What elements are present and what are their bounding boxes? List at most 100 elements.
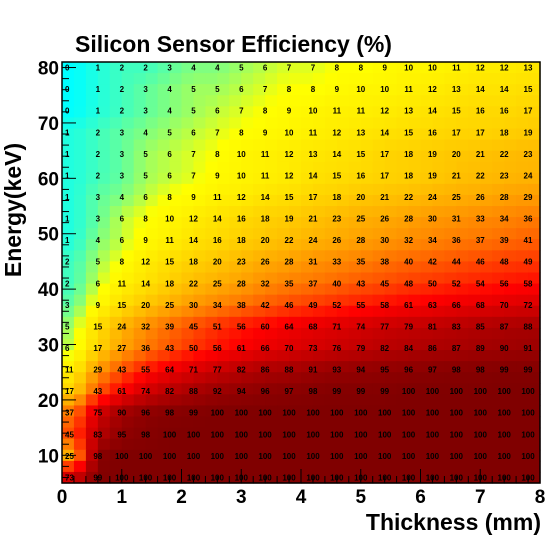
heatmap-cell	[217, 172, 230, 185]
heatmap-cell	[133, 372, 147, 384]
heatmap-cell	[492, 84, 505, 96]
cell-value-label: 14	[380, 128, 389, 137]
heatmap-cell	[109, 183, 123, 196]
cell-value-label: 2	[96, 150, 101, 159]
heatmap-cell	[109, 460, 123, 473]
heatmap-cell	[133, 350, 147, 362]
heatmap-cell	[277, 394, 290, 407]
cell-value-label: 100	[521, 430, 535, 439]
cell-value-label: 13	[309, 150, 318, 159]
heatmap-cell	[396, 73, 410, 85]
heatmap-cell	[396, 338, 410, 351]
heatmap-cell	[205, 338, 218, 351]
heatmap-cell	[432, 228, 445, 240]
heatmap-cell	[169, 416, 183, 429]
heatmap-cell	[289, 316, 302, 329]
heatmap-cell	[133, 471, 147, 484]
heatmap-cell	[253, 283, 266, 296]
heatmap-cell	[432, 62, 445, 74]
heatmap-cell	[109, 405, 123, 418]
heatmap-cell	[480, 438, 493, 451]
heatmap-cell	[229, 239, 242, 251]
heatmap-cell	[85, 327, 99, 340]
heatmap-cell	[528, 128, 541, 141]
heatmap-cell	[169, 327, 183, 340]
heatmap-cell	[193, 438, 206, 451]
heatmap-cell	[193, 449, 206, 462]
cell-value-label: 15	[332, 171, 341, 180]
cell-value-label: 20	[452, 150, 461, 159]
heatmap-cell	[468, 73, 481, 85]
heatmap-cell	[205, 172, 218, 185]
heatmap-cell	[181, 471, 195, 484]
cell-value-label: 21	[309, 215, 318, 224]
heatmap-cell	[109, 128, 123, 141]
heatmap-cell	[265, 106, 278, 118]
heatmap-cell	[253, 316, 266, 329]
heatmap-cell	[432, 206, 445, 218]
heatmap-cell	[348, 261, 362, 274]
heatmap-cell	[492, 361, 505, 373]
heatmap-cell	[444, 338, 457, 351]
heatmap-cell	[348, 316, 362, 329]
cell-value-label: 77	[380, 322, 389, 331]
cell-value-label: 97	[285, 387, 294, 396]
y-tick-label: 30	[38, 336, 59, 357]
heatmap-cell	[229, 394, 242, 407]
heatmap-cell	[265, 372, 278, 384]
heatmap-cell	[301, 217, 314, 229]
heatmap-cell	[145, 73, 159, 85]
heatmap-cell	[241, 239, 254, 251]
cell-value-label: 8	[120, 258, 125, 267]
heatmap-cell	[229, 217, 242, 229]
heatmap-cell	[312, 150, 326, 163]
heatmap-cell	[109, 394, 123, 407]
heatmap-cell	[277, 172, 290, 185]
heatmap-cell	[324, 405, 338, 418]
cell-value-label: 100	[258, 409, 272, 418]
cell-value-label: 4	[120, 193, 125, 202]
heatmap-cell	[133, 73, 147, 85]
heatmap-cell	[492, 95, 505, 107]
heatmap-cell	[516, 338, 529, 351]
heatmap-cell	[492, 194, 505, 207]
heatmap-cell	[301, 73, 314, 85]
heatmap-cell	[277, 471, 290, 484]
heatmap-cell	[97, 150, 111, 163]
cell-value-label: 6	[96, 279, 101, 288]
heatmap-cell	[265, 327, 278, 340]
heatmap-cell	[504, 161, 517, 174]
cell-value-label: 89	[476, 344, 485, 353]
heatmap-cell	[253, 261, 266, 274]
heatmap-cell	[229, 261, 242, 274]
heatmap-cell	[229, 106, 242, 118]
heatmap-cell	[301, 316, 314, 329]
cell-value-label: 100	[498, 387, 512, 396]
cell-value-label: 61	[404, 301, 413, 310]
cell-value-label: 2	[65, 279, 70, 288]
heatmap-cell	[97, 250, 111, 263]
heatmap-cell	[432, 350, 445, 362]
heatmap-cell	[396, 183, 410, 196]
heatmap-cell	[97, 294, 111, 307]
heatmap-cell	[205, 305, 218, 318]
heatmap-cell	[336, 139, 350, 152]
cell-value-label: 100	[402, 452, 416, 461]
heatmap-cell	[241, 394, 254, 407]
heatmap-cell	[241, 139, 254, 152]
cell-value-label: 38	[237, 301, 246, 310]
cell-value-label: 26	[476, 193, 485, 202]
heatmap-cell	[336, 294, 350, 307]
heatmap-cell	[217, 372, 230, 384]
heatmap-cell	[133, 228, 147, 240]
heatmap-cell	[205, 206, 218, 218]
cell-value-label: 58	[380, 301, 389, 310]
heatmap-cell	[348, 438, 362, 451]
heatmap-cell	[504, 84, 517, 96]
heatmap-cell	[444, 250, 457, 263]
heatmap-cell	[312, 206, 326, 218]
heatmap-cell	[73, 294, 87, 307]
heatmap-cell	[348, 416, 362, 429]
heatmap-cell	[396, 272, 410, 285]
cell-value-label: 100	[282, 430, 296, 439]
